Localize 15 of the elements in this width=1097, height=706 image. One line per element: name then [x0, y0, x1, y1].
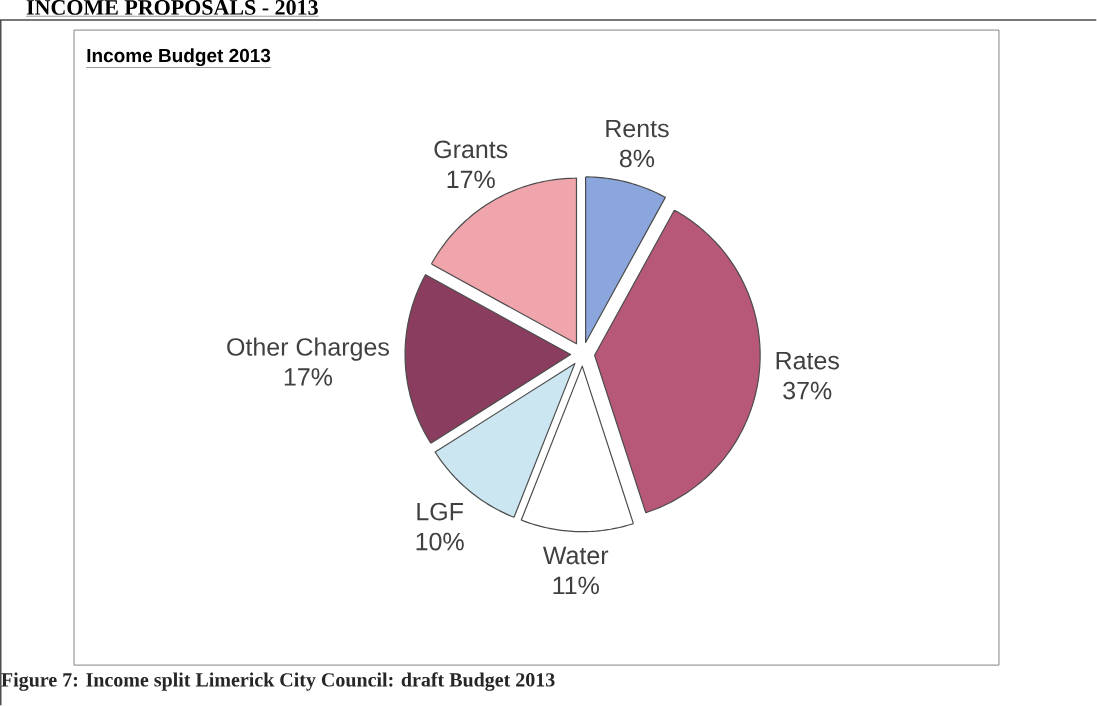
data-label: 37%: [783, 381, 832, 400]
data-label: 10%: [416, 532, 464, 551]
data-label: 8%: [619, 149, 655, 168]
slice-label: Grants: [434, 140, 508, 159]
slice-label: Rates: [776, 351, 839, 370]
data-label: 17%: [284, 368, 333, 386]
chart-subtitle: Income Budget 2013: [87, 48, 271, 67]
chart-title: INCOME PROPOSALS - 2013: [26, 0, 318, 15]
slice-label: LGF: [417, 502, 463, 521]
slice-label: Water: [542, 546, 609, 565]
slice-label: Other Charges: [227, 337, 389, 361]
data-label: 17%: [447, 170, 495, 189]
caption: Figure 7: Income split Limerick City Council: draft Budget 2013: [1, 672, 555, 691]
slice-label: Rents: [606, 119, 669, 138]
data-label: 11%: [553, 576, 599, 595]
